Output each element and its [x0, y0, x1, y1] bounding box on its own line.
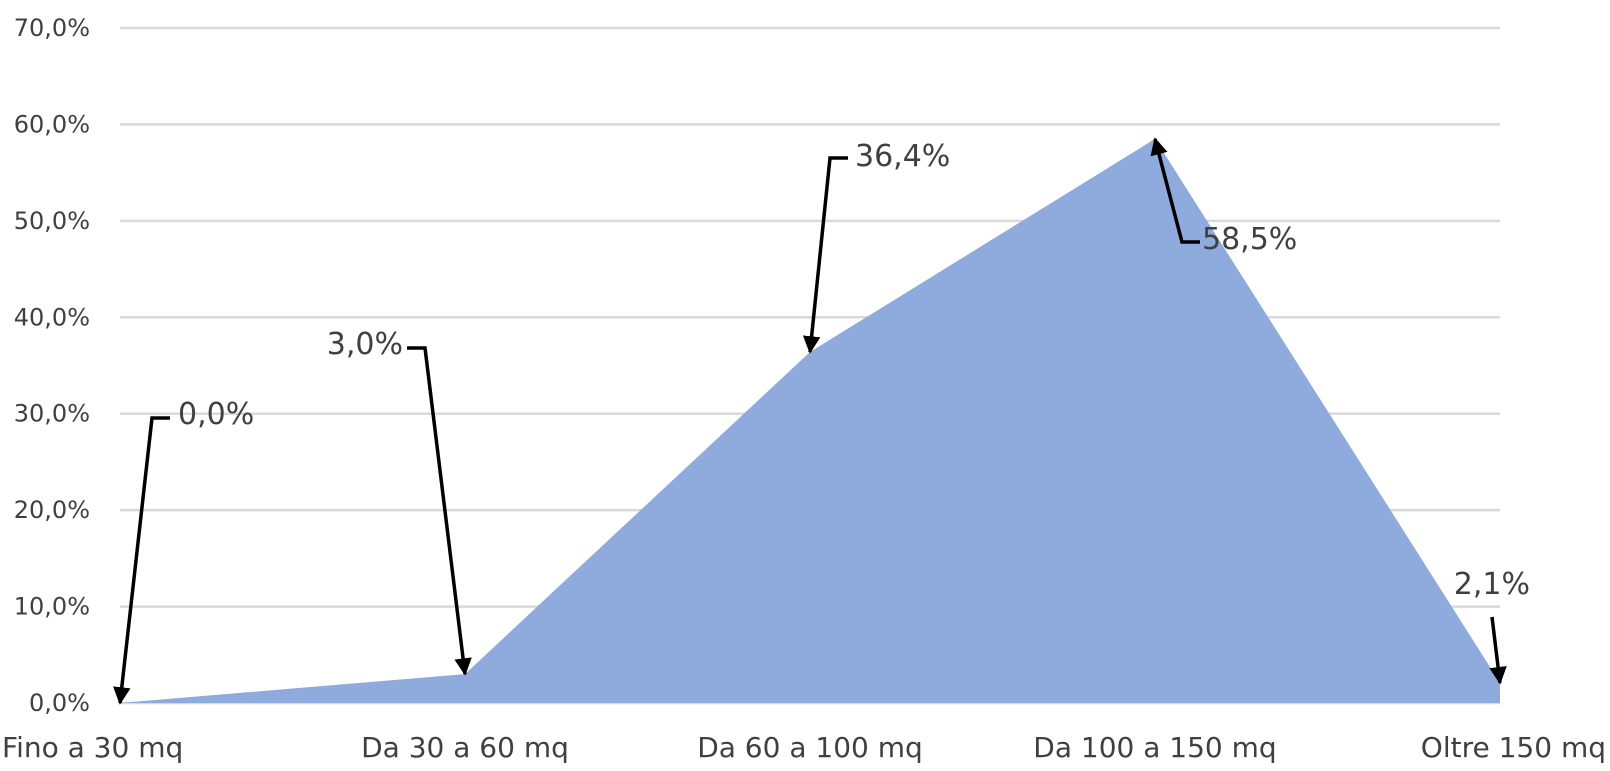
x-category-label: Fino a 30 mq	[2, 731, 183, 764]
x-category-label: Oltre 150 mq	[1421, 731, 1606, 764]
data-label: 58,5%	[1202, 222, 1297, 257]
data-label: 36,4%	[855, 139, 950, 174]
area-fill	[120, 138, 1500, 704]
x-category-label: Da 100 a 150 mq	[1033, 731, 1276, 764]
x-axis-category-labels: Fino a 30 mq Da 30 a 60 mq Da 60 a 100 mq D…	[2, 731, 1606, 764]
x-category-label: Da 30 a 60 mq	[361, 731, 569, 764]
data-label: 0,0%	[178, 397, 254, 432]
y-tick-label: 60,0%	[14, 110, 90, 138]
y-tick-label: 50,0%	[14, 207, 90, 235]
y-tick-label: 0,0%	[29, 689, 90, 717]
data-label: 3,0%	[327, 327, 403, 362]
data-label-leader-lines	[113, 137, 1507, 705]
leader-line	[802, 156, 848, 354]
y-tick-label: 10,0%	[14, 593, 90, 621]
area-series	[120, 138, 1500, 704]
y-tick-label: 40,0%	[14, 303, 90, 331]
x-category-label: Da 60 a 100 mq	[697, 731, 923, 764]
leader-line	[1150, 137, 1200, 244]
y-axis-tick-labels: 0,0% 10,0% 20,0% 30,0% 40,0% 50,0% 60,0% 70,0%	[14, 14, 90, 717]
leader-line	[113, 416, 170, 705]
y-tick-label: 20,0%	[14, 496, 90, 524]
leader-line	[407, 346, 472, 676]
data-label: 2,1%	[1454, 567, 1530, 602]
leader-line	[1489, 616, 1507, 685]
y-tick-label: 70,0%	[14, 14, 90, 42]
data-labels: 0,0% 3,0% 36,4% 58,5% 2,1%	[178, 139, 1530, 602]
y-tick-label: 30,0%	[14, 400, 90, 428]
